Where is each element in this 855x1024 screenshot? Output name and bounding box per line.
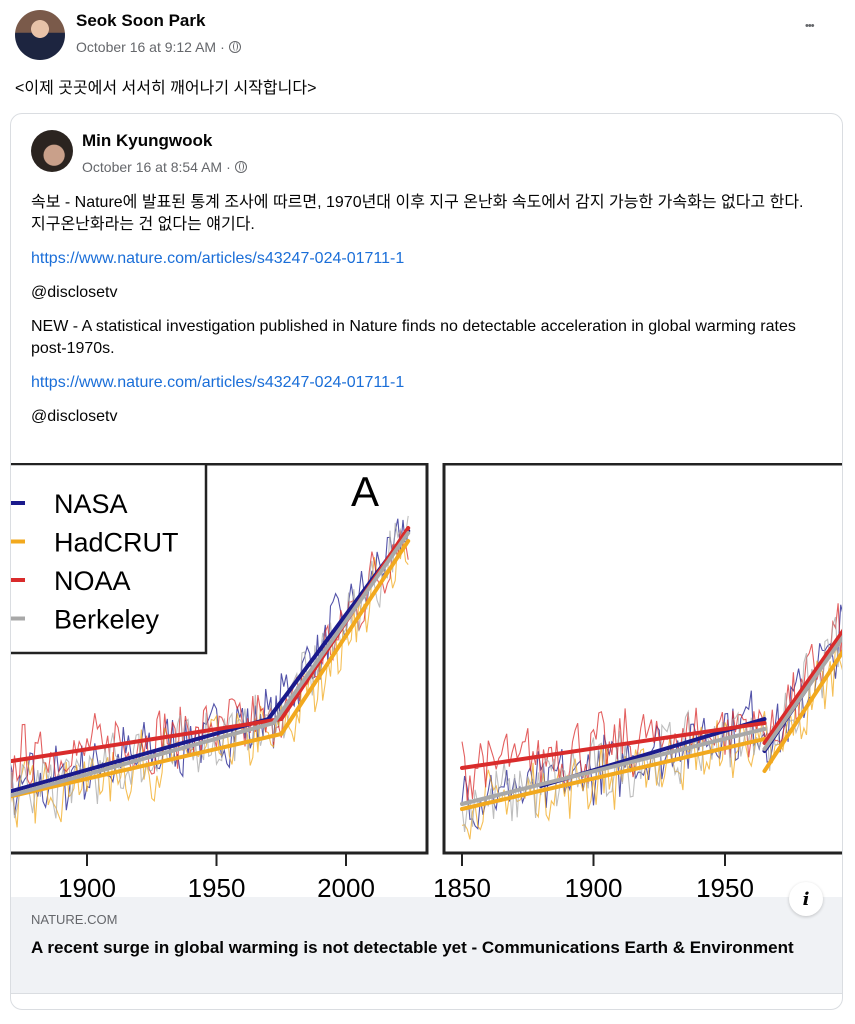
separator: · [226, 159, 231, 175]
shared-author-name[interactable]: Min Kyungwook [82, 131, 213, 150]
annual-series-nasa [461, 604, 842, 830]
shared-author-avatar[interactable] [31, 130, 73, 172]
x-tick-label: 1900 [58, 873, 116, 897]
trend-line-noaa [460, 721, 767, 770]
trend-line-berkeley [11, 531, 411, 797]
annual-series-nasa [11, 518, 409, 815]
temperature-chart: NASA HadCRUT NOAA Berkeley A 1900 1950 2000 18… [11, 463, 842, 897]
x-tick-label: 1900 [565, 873, 623, 897]
legend-label: NOAA [54, 566, 131, 596]
x-tick-label: 1850 [433, 873, 491, 897]
author-name[interactable]: Seok Soon Park [76, 11, 206, 30]
x-tick-label: 2000 [317, 873, 375, 897]
shared-timestamp[interactable]: October 16 at 8:54 AM [82, 159, 223, 175]
source-handle: @disclosetv [31, 408, 118, 425]
legend-label: HadCRUT [54, 528, 179, 558]
link-title[interactable]: A recent surge in global warming is not … [31, 938, 794, 957]
trend-line-noaa [762, 628, 842, 745]
shared-post-card[interactable]: Min Kyungwook October 16 at 8:54 AM · 속보… [10, 113, 843, 1010]
author-avatar[interactable] [15, 10, 65, 60]
panel-label: A [351, 468, 379, 515]
trend-line-nasa [11, 529, 411, 793]
legend: NASA HadCRUT NOAA Berkeley [11, 463, 208, 655]
panel-a [11, 515, 411, 828]
body-paragraph-korean: 속보 - Nature에 발표된 통계 조사에 따르면, 1970년대 이후 지… [31, 194, 804, 233]
trend-line-hadcrut [762, 649, 842, 773]
link-preview-caption[interactable]: NATURE.COM A recent surge in global warm… [11, 897, 842, 994]
legend-label: Berkeley [54, 605, 160, 635]
link-domain: NATURE.COM [31, 912, 118, 927]
shared-meta: October 16 at 8:54 AM · [82, 159, 247, 175]
post-timestamp[interactable]: October 16 at 9:12 AM [76, 39, 217, 55]
separator: · [220, 39, 225, 55]
post-text: <이제 곳곳에서 서서히 깨어나기 시작합니다> [15, 80, 317, 97]
body-paragraph-english: NEW - A statistical investigation publis… [31, 318, 796, 357]
legend-label: NASA [54, 489, 128, 519]
info-icon[interactable]: i [789, 882, 823, 916]
source-handle: @disclosetv [31, 284, 118, 301]
trend-line-hadcrut [460, 737, 767, 811]
globe-icon [228, 41, 241, 53]
trend-line-berkeley [762, 634, 842, 751]
more-options-button[interactable]: ••• [805, 20, 815, 32]
article-link[interactable]: https://www.nature.com/articles/s43247-0… [31, 250, 405, 267]
shared-post-body: 속보 - Nature에 발표된 통계 조사에 따르면, 1970년대 이후 지… [31, 192, 821, 440]
globe-icon [234, 161, 247, 173]
x-tick-label: 1950 [188, 873, 246, 897]
panel-b [460, 603, 842, 840]
legend-box [11, 463, 208, 655]
x-tick-label: 1950 [696, 873, 754, 897]
article-link[interactable]: https://www.nature.com/articles/s43247-0… [31, 374, 405, 391]
panel-b-frame [442, 463, 842, 855]
trend-line-hadcrut [11, 539, 411, 798]
post-meta: October 16 at 9:12 AM · [76, 39, 241, 55]
trend-line-berkeley [460, 727, 767, 806]
link-preview-image[interactable]: NASA HadCRUT NOAA Berkeley A 1900 1950 2000 18… [11, 463, 842, 897]
